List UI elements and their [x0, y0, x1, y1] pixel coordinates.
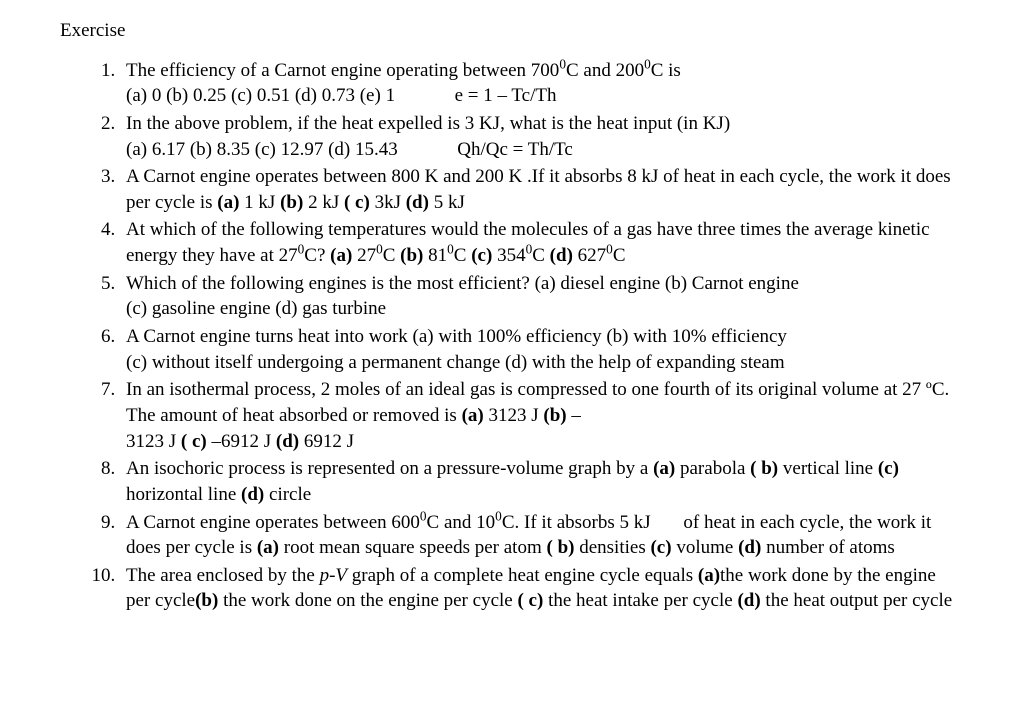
q2-hint: Qh/Qc = Th/Tc: [457, 139, 573, 160]
q1-hint: e = 1 – Tc/Th: [455, 85, 557, 106]
question-1: The efficiency of a Carnot engine operat…: [120, 58, 964, 109]
document-heading: Exercise: [60, 18, 964, 44]
exercise-document: Exercise The efficiency of a Carnot engi…: [0, 0, 1024, 614]
q1-stem: The efficiency of a Carnot engine operat…: [126, 60, 681, 81]
question-3: A Carnot engine operates between 800 K a…: [120, 164, 964, 215]
q5-line2: (c) gasoline engine (d) gas turbine: [126, 298, 386, 319]
q8-stem: An isochoric process is represented on a…: [126, 458, 653, 479]
question-9: A Carnot engine operates between 6000C a…: [120, 510, 964, 561]
q10-stem: The area enclosed by the p-V graph of a …: [126, 565, 698, 586]
q2-stem: In the above problem, if the heat expell…: [126, 113, 730, 134]
q2-options: (a) 6.17 (b) 8.35 (c) 12.97 (d) 15.43: [126, 139, 398, 160]
q9-options: (a) root mean square speeds per atom ( b…: [257, 537, 895, 558]
q5-stem: Which of the following engines is the mo…: [126, 273, 799, 294]
q3-options: (a) 1 kJ (b) 2 kJ ( c) 3kJ (d) 5 kJ: [217, 192, 465, 213]
question-8: An isochoric process is represented on a…: [120, 456, 964, 507]
q6-stem: A Carnot engine turns heat into work (a)…: [126, 326, 787, 347]
q6-line2: (c) without itself undergoing a permanen…: [126, 352, 785, 373]
question-5: Which of the following engines is the mo…: [120, 271, 964, 322]
question-6: A Carnot engine turns heat into work (a)…: [120, 324, 964, 375]
q1-options: (a) 0 (b) 0.25 (c) 0.51 (d) 0.73 (e) 1: [126, 85, 395, 106]
q4-options: (a) 270C (b) 810C (c) 3540C (d) 6270C: [330, 245, 625, 266]
question-list: The efficiency of a Carnot engine operat…: [60, 58, 964, 614]
question-7: In an isothermal process, 2 moles of an …: [120, 377, 964, 454]
question-10: The area enclosed by the p-V graph of a …: [120, 563, 964, 614]
question-4: At which of the following temperatures w…: [120, 217, 964, 268]
question-2: In the above problem, if the heat expell…: [120, 111, 964, 162]
